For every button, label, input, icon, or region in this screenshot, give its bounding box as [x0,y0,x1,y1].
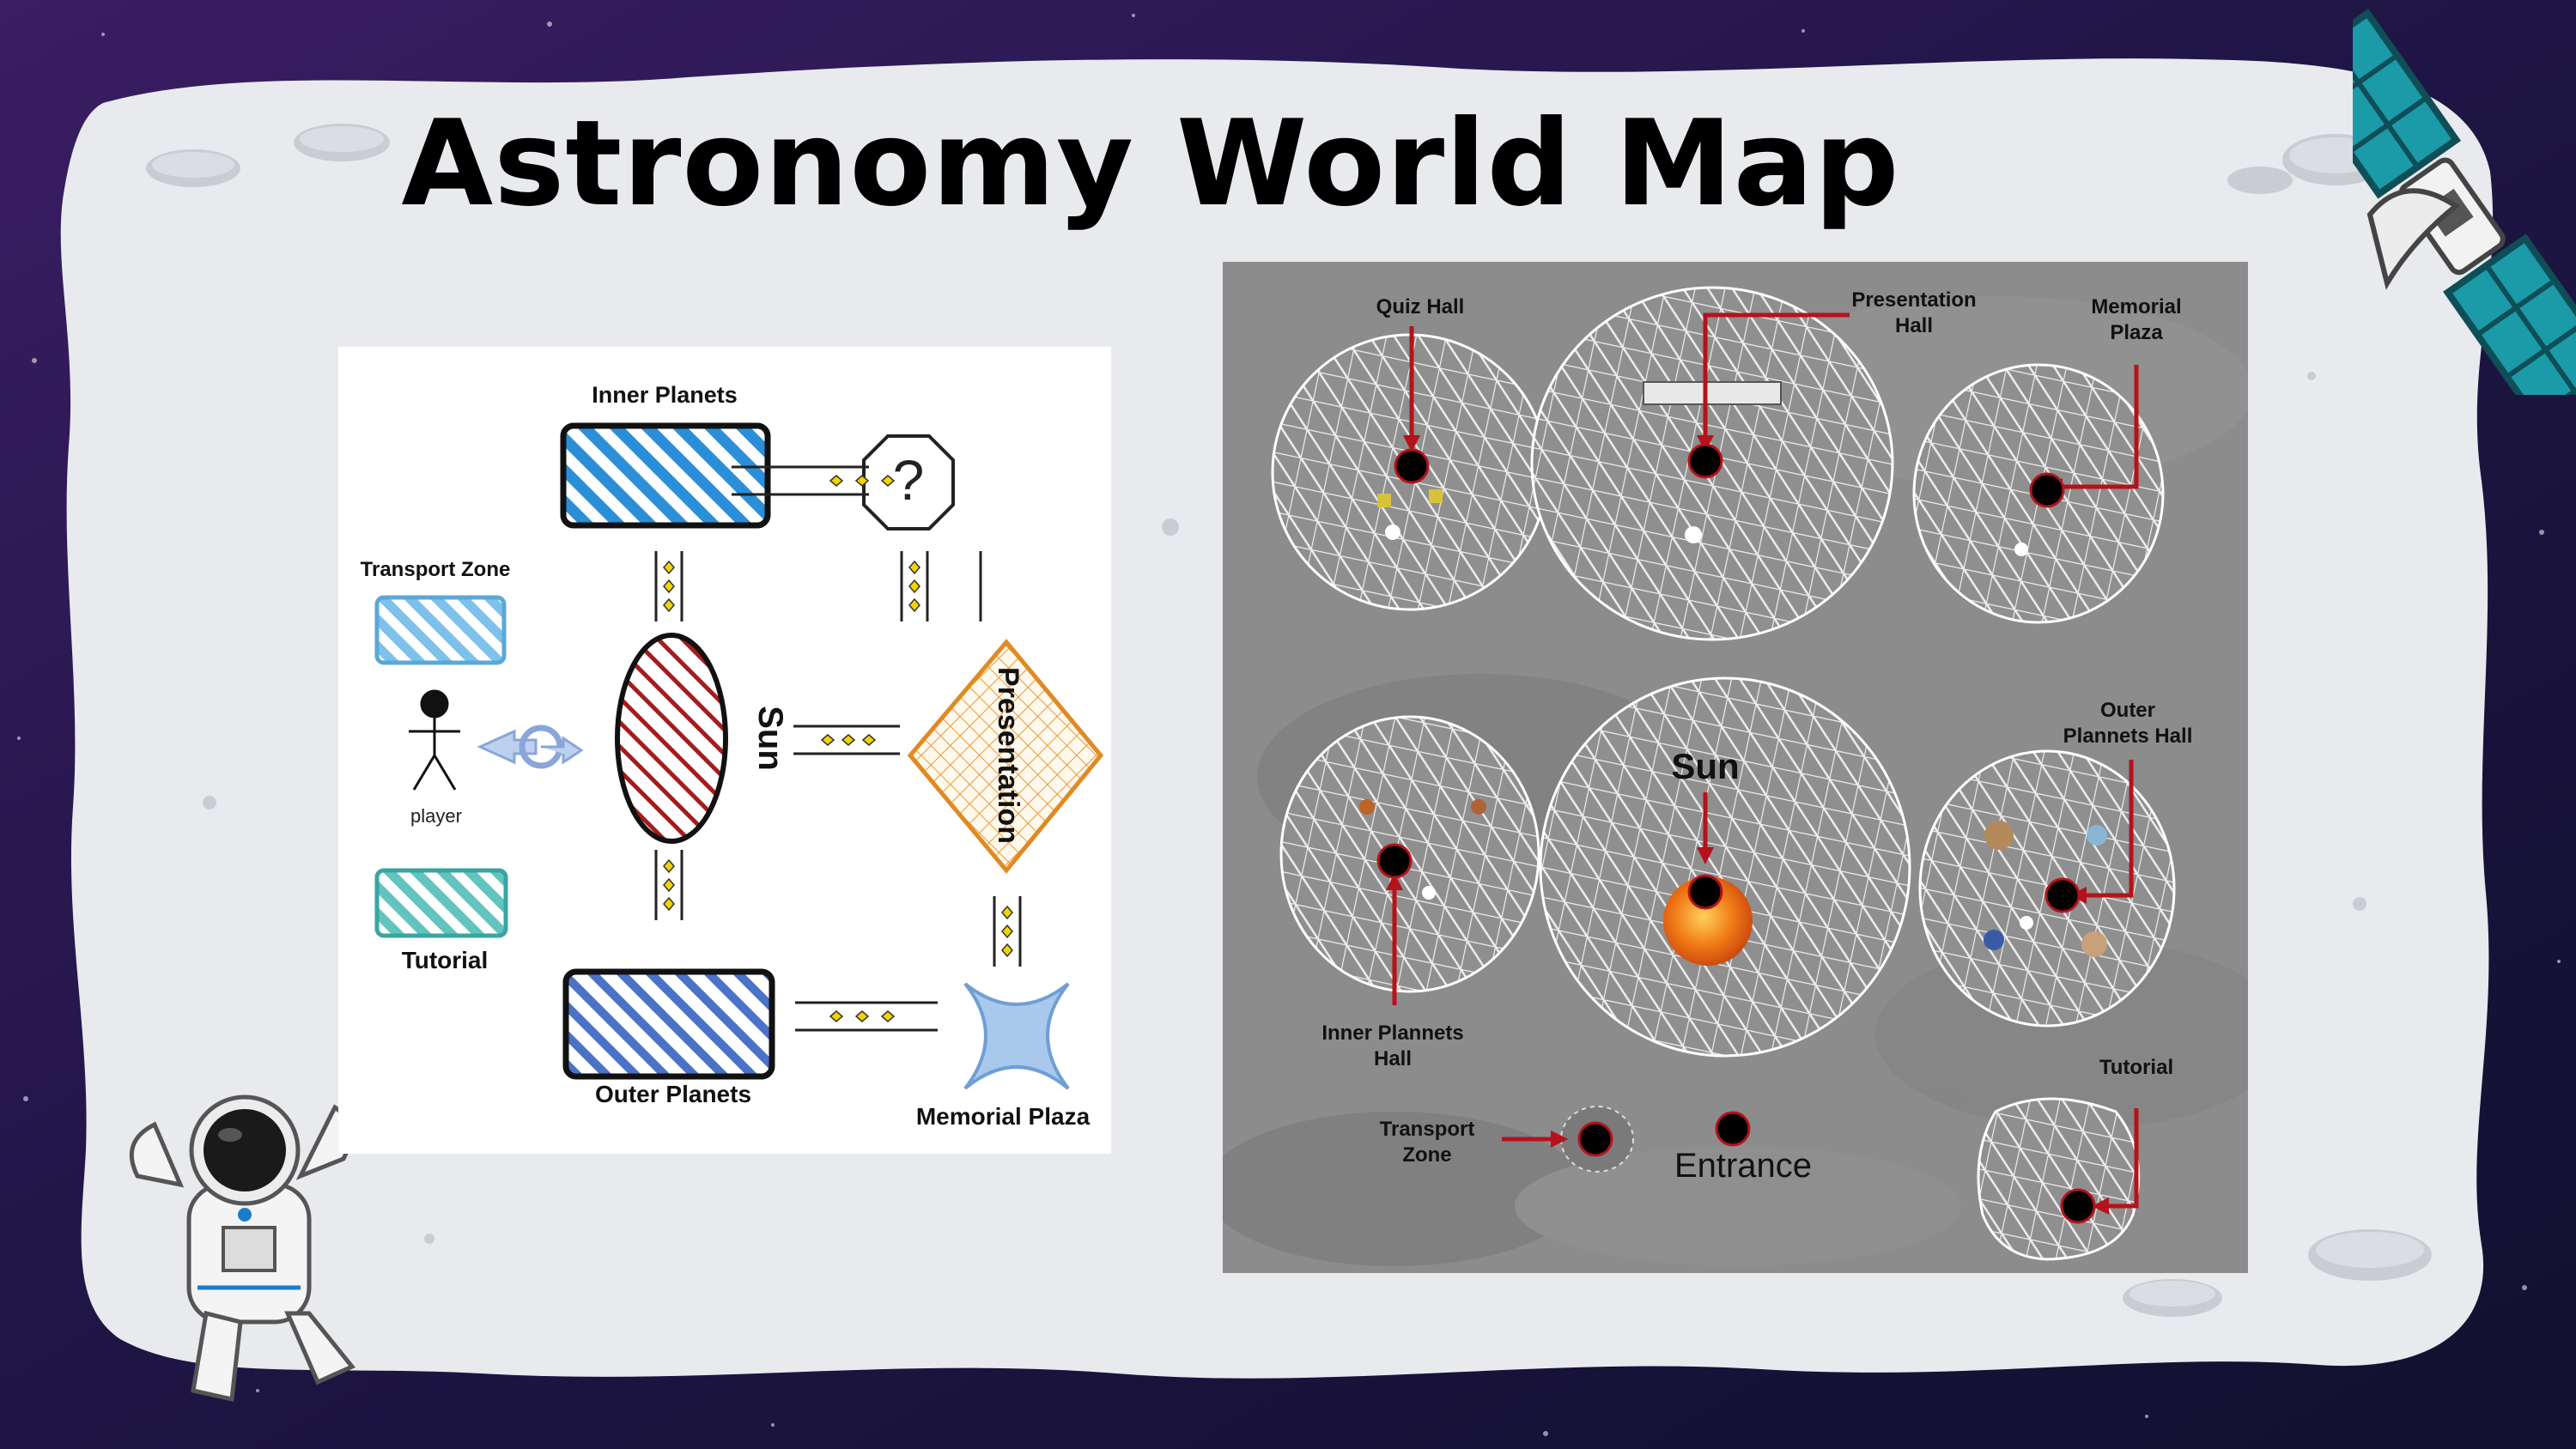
transport-zone-label: Transport Zone [361,558,511,581]
memorial-plaza-node [963,982,1070,1090]
inner-planets-node [560,422,771,529]
marker-transport-zone [1577,1121,1613,1157]
crater-icon [2227,167,2293,194]
memorial-plaza-label: Memorial Plaza [916,1103,1091,1130]
aerial-map: Quiz Hall Presentation Hall Memorial Pla… [1223,262,2248,1273]
sun-label: Sun [1671,746,1739,786]
player-stick-figure-icon [409,689,460,791]
connector-outer-memorial [795,1001,938,1032]
connector-sun-presentation [793,724,900,755]
memorial-plaza-label-line1: Memorial [2091,295,2181,318]
satellite-icon [2353,8,2576,395]
sun-label: Sun [751,706,789,771]
marker-quiz-hall [1394,448,1430,484]
tutorial-node [374,868,508,938]
outer-planets-hall-label-line1: Outer [2100,699,2155,722]
inner-planets-label: Inner Planets [592,382,738,408]
entrance-label: Entrance [1674,1147,1812,1185]
marker-tutorial [2060,1188,2096,1224]
sun-sphere [1663,876,1753,966]
flow-diagram: Inner Planets ? [361,382,1104,1130]
marker-sun [1687,874,1723,910]
tutorial-label: Tutorial [2099,1056,2173,1079]
connector-inner-sun [654,551,683,621]
outer-planets-hall-label-line2: Plannets Hall [2063,724,2193,748]
astronaut-icon [129,1094,355,1403]
marker-presentation-hall [1687,443,1723,479]
presentation-label: Presentation [992,667,1024,844]
marker-entrance [1715,1111,1751,1147]
marker-inner-planets-hall [1376,843,1413,879]
aerial-map-panel: Quiz Hall Presentation Hall Memorial Pla… [1223,262,2248,1273]
transport-zone-label-line2: Zone [1402,1143,1451,1167]
question-octagon-icon [862,434,955,530]
transport-zone-node [374,595,507,665]
page-title: Astronomy World Map [401,94,1900,233]
stars [17,14,2561,1436]
presentation-hall-label-line2: Hall [1895,314,1933,337]
flow-diagram-panel: Inner Planets ? [338,347,1111,1154]
inner-planets-hall-label-line2: Hall [1374,1047,1412,1070]
presentation-node [907,639,1104,874]
connector-quiz-presentation [900,551,982,621]
location-arrows [1386,312,2139,1215]
sun-node [615,633,728,844]
quiz-hall-label: Quiz Hall [1376,295,1465,318]
marker-outer-planets-hall [2044,877,2081,913]
sun-dome [1539,676,1911,1058]
outer-planets-node [562,968,775,1080]
presentation-hall-label-line1: Presentation [1851,288,1976,312]
player-label: player [410,805,462,827]
location-markers [1376,443,2096,1224]
marker-memorial-plaza [2029,472,2065,508]
tutorial-label: Tutorial [402,947,489,973]
inner-planets-hall-label-line1: Inner Plannets [1321,1022,1463,1045]
outer-planets-label: Outer Planets [595,1081,751,1107]
connector-inner-quiz [732,465,896,496]
memorial-plaza-label-line2: Plaza [2110,321,2163,344]
connector-sun-outer [654,850,683,920]
quiz-symbol: ? [893,448,925,512]
teleport-arrow-icon [477,724,584,769]
connector-presentation-memorial [993,896,1022,967]
transport-zone-label-line1: Transport [1380,1118,1475,1141]
tutorial-dome [1977,1097,2141,1261]
